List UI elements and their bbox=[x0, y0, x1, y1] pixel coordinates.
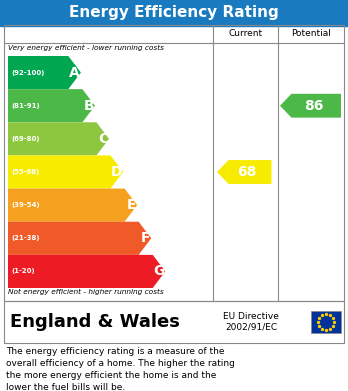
Text: (92-100): (92-100) bbox=[11, 70, 45, 75]
Text: (81-91): (81-91) bbox=[11, 103, 40, 109]
Text: EU Directive
2002/91/EC: EU Directive 2002/91/EC bbox=[223, 312, 279, 332]
Polygon shape bbox=[8, 188, 137, 222]
Text: (39-54): (39-54) bbox=[11, 202, 40, 208]
Text: England & Wales: England & Wales bbox=[10, 313, 180, 331]
Text: B: B bbox=[83, 99, 94, 113]
Text: Energy Efficiency Rating: Energy Efficiency Rating bbox=[69, 5, 279, 20]
Bar bbox=[311, 311, 341, 333]
Text: 68: 68 bbox=[238, 165, 257, 179]
Text: F: F bbox=[141, 231, 150, 245]
Polygon shape bbox=[8, 56, 81, 89]
Text: (21-38): (21-38) bbox=[11, 235, 40, 241]
Polygon shape bbox=[217, 160, 271, 184]
Text: 86: 86 bbox=[304, 99, 323, 113]
Bar bbox=[0, 0, 348, 26]
Polygon shape bbox=[8, 156, 123, 188]
Bar bbox=[4, 25, 344, 301]
Text: A: A bbox=[69, 66, 80, 80]
Text: Potential: Potential bbox=[291, 29, 331, 38]
Polygon shape bbox=[8, 122, 109, 156]
Text: E: E bbox=[127, 198, 136, 212]
Text: (55-68): (55-68) bbox=[11, 169, 39, 175]
Text: Very energy efficient - lower running costs: Very energy efficient - lower running co… bbox=[8, 45, 164, 51]
Polygon shape bbox=[8, 222, 151, 255]
Polygon shape bbox=[280, 94, 341, 118]
Text: (1-20): (1-20) bbox=[11, 269, 34, 274]
Text: (69-80): (69-80) bbox=[11, 136, 40, 142]
Text: The energy efficiency rating is a measure of the
overall efficiency of a home. T: The energy efficiency rating is a measur… bbox=[6, 347, 235, 391]
Text: Current: Current bbox=[228, 29, 262, 38]
Text: C: C bbox=[98, 132, 108, 146]
Text: Not energy efficient - higher running costs: Not energy efficient - higher running co… bbox=[8, 289, 164, 295]
Polygon shape bbox=[8, 89, 95, 122]
Text: D: D bbox=[111, 165, 122, 179]
Polygon shape bbox=[8, 255, 165, 288]
Bar bbox=[4, 301, 344, 343]
Text: G: G bbox=[153, 264, 164, 278]
